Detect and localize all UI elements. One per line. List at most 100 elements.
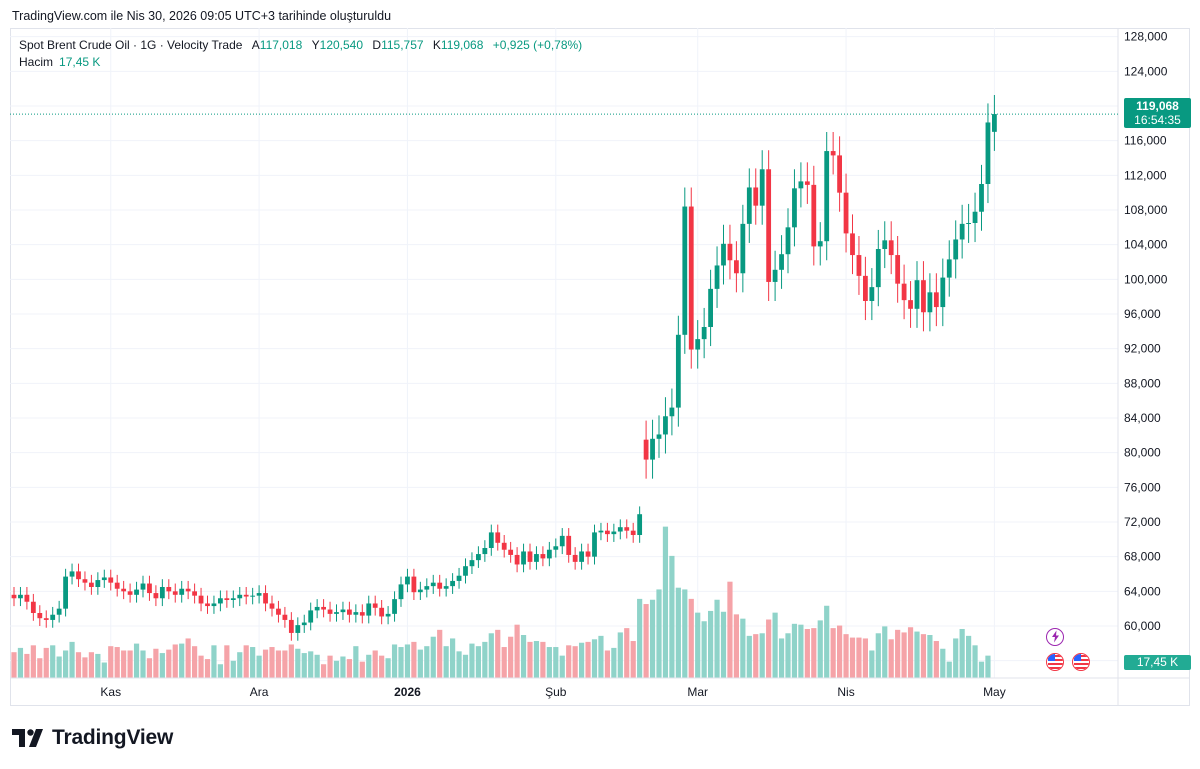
export-caption: TradingView.com ile Nis 30, 2026 09:05 U… — [12, 9, 392, 23]
candle-body — [114, 582, 120, 589]
volume-bar — [82, 657, 88, 678]
volume-bar — [69, 641, 75, 678]
volume-bar — [482, 641, 488, 678]
candle-body — [804, 181, 810, 185]
volume-bar — [391, 644, 398, 678]
price-tick-label: 112,000 — [1124, 168, 1167, 182]
volume-bar — [430, 636, 436, 678]
countdown-value: 16:54:35 — [1134, 113, 1181, 127]
volume-bar — [95, 653, 101, 678]
candle-body — [779, 254, 784, 270]
candle-body — [572, 554, 578, 562]
candle-body — [82, 579, 88, 583]
candle-body — [121, 588, 127, 592]
volume-bar — [946, 661, 952, 678]
volume-bar — [985, 655, 991, 678]
chart-frame — [10, 28, 1190, 706]
volume-bar — [314, 654, 320, 678]
volume-bar — [933, 641, 939, 678]
volume-bars — [11, 526, 991, 678]
candle-body — [463, 566, 468, 576]
volume-bar — [63, 650, 69, 678]
volume-bar — [901, 632, 907, 678]
price-tick-label: 124,000 — [1124, 64, 1168, 78]
candle-body — [140, 583, 146, 590]
us-flag-icon[interactable] — [1072, 653, 1090, 671]
volume-bar — [514, 624, 520, 678]
candle-body — [437, 582, 443, 589]
candle-body — [450, 580, 455, 587]
candle-body — [843, 192, 849, 234]
price-tick-label: 128,000 — [1124, 30, 1168, 44]
symbol-name[interactable]: Spot Brent Crude Oil · 1G · Velocity Tra… — [19, 38, 243, 52]
candle-body — [605, 530, 610, 535]
candle-body — [211, 603, 217, 607]
volume-bar — [340, 656, 346, 678]
price-tick-label: 60,000 — [1124, 619, 1161, 633]
price-tick-label: 104,000 — [1124, 238, 1168, 252]
volume-bar — [566, 645, 572, 678]
volume-bar — [198, 655, 204, 678]
candle-body — [611, 531, 617, 535]
candle-body — [624, 527, 630, 531]
volume-bar — [753, 634, 759, 678]
volume-bar — [611, 647, 617, 678]
candle-body — [443, 586, 449, 589]
candle-body — [682, 206, 688, 335]
volume-bar — [37, 658, 43, 678]
candle-body — [366, 603, 372, 616]
candle-body — [759, 169, 765, 206]
volume-bar — [617, 632, 623, 678]
lightning-icon[interactable] — [1046, 628, 1064, 646]
candle-body — [295, 625, 301, 633]
candle-body — [198, 595, 204, 604]
candle-body — [256, 593, 262, 596]
candle-body — [288, 619, 294, 633]
time-axis[interactable]: Kas Ara 2026 Şub Mar Nis May — [100, 685, 1005, 699]
volume-bar — [508, 636, 514, 678]
volume-bar — [424, 646, 430, 678]
volume-bar — [11, 652, 17, 678]
candle-body — [24, 594, 30, 602]
candle-body — [340, 609, 346, 613]
volume-bar — [585, 641, 591, 678]
candle-body — [379, 607, 385, 617]
volume-value: 17,45 K — [59, 55, 101, 69]
price-axis[interactable]: 56,00060,00064,00068,00072,00076,00080,0… — [10, 28, 1190, 706]
volume-bar — [75, 652, 82, 678]
candle-body — [398, 584, 404, 600]
candle-body — [43, 618, 49, 620]
candle-body — [721, 243, 726, 266]
candle-body — [359, 612, 365, 616]
high-label: Y — [311, 38, 320, 52]
volume-bar — [778, 638, 785, 678]
candle-body — [740, 223, 746, 274]
candle-body — [166, 587, 172, 592]
volume-bar — [321, 664, 327, 678]
candle-body — [811, 184, 817, 247]
candle-body — [598, 530, 604, 533]
candle-body — [30, 601, 36, 613]
volume-label[interactable]: Hacim — [19, 55, 54, 69]
volume-bar — [217, 664, 223, 678]
volume-bar — [282, 650, 288, 678]
candle-body — [617, 527, 623, 532]
volume-bar — [733, 614, 739, 678]
time-tick-label: Nis — [837, 685, 854, 699]
us-flag-icon[interactable] — [1046, 653, 1064, 671]
time-tick-label: May — [983, 685, 1006, 699]
volume-bar — [56, 656, 62, 678]
volume-bar — [966, 635, 972, 678]
candle-body — [592, 532, 597, 557]
candle-body — [540, 554, 546, 559]
volume-bar — [714, 599, 720, 678]
volume-bar — [379, 655, 385, 678]
volume-bar — [527, 641, 533, 678]
tradingview-logo[interactable]: TradingView — [12, 726, 173, 750]
volume-bar — [450, 638, 456, 678]
volume-bar — [662, 526, 669, 678]
volume-bar — [746, 635, 752, 678]
candle-body — [179, 588, 185, 595]
volume-bar — [50, 645, 56, 678]
